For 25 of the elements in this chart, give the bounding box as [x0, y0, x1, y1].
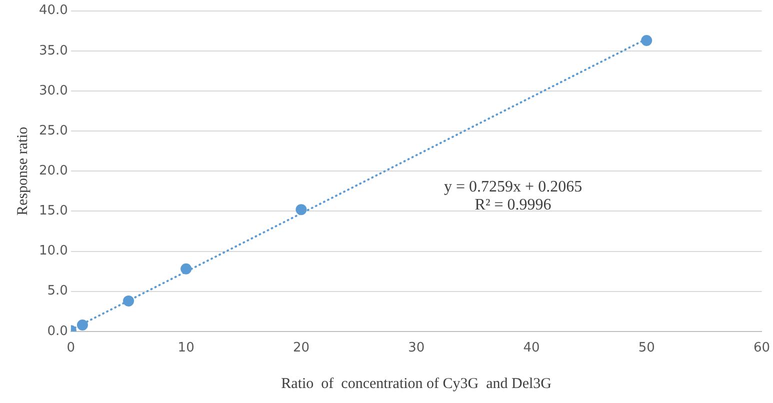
y-tick-label: 0.0 — [47, 324, 68, 339]
annotation: y = 0.7259x + 0.2065 — [444, 178, 582, 196]
y-tick-label: 20.0 — [38, 163, 68, 178]
y-tick-label: 5.0 — [47, 284, 68, 299]
point — [180, 263, 192, 274]
point — [641, 34, 652, 46]
y-tick-label: 10.0 — [38, 244, 68, 259]
x-tick-label: 10 — [178, 340, 194, 356]
annotation: R² = 0.9996 — [474, 196, 552, 214]
point — [296, 204, 307, 216]
x-tick-label: 20 — [292, 340, 310, 356]
x-tick-label: 0 — [66, 340, 76, 356]
y-tick-label: 30.0 — [38, 83, 68, 98]
x-tick-label: 50 — [638, 340, 655, 356]
y-tick-label: 35.0 — [38, 43, 68, 58]
x-tick-label: 40 — [523, 340, 540, 356]
x-axis-title: Ratio of concentration of Cy3G and Del3G — [281, 376, 552, 392]
y-tick-label: 15.0 — [38, 204, 68, 219]
x-tick-label: 30 — [408, 340, 425, 356]
point — [76, 319, 88, 330]
y-axis-title: Response ratio — [14, 126, 31, 216]
y-tick-label: 40.0 — [38, 3, 68, 18]
point — [123, 295, 134, 306]
y-tick-label: 25.0 — [38, 123, 68, 138]
x-tick-label: 60 — [753, 340, 770, 356]
